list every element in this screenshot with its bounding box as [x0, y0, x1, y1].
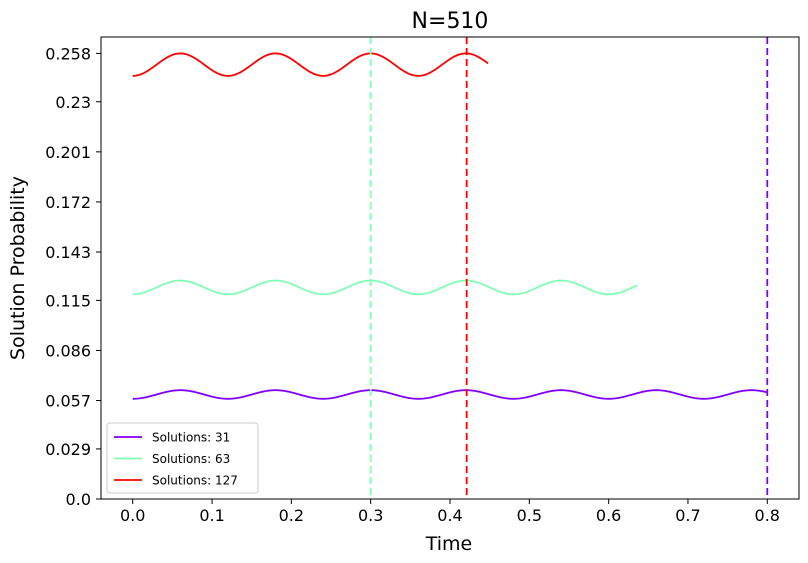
x-axis-title: Time [425, 533, 473, 555]
y-tick-label: 0.0 [66, 490, 91, 509]
x-tick-label: 0.4 [437, 506, 462, 525]
x-tick-label: 0.1 [199, 506, 224, 525]
legend-label: Solutions: 31 [152, 431, 230, 445]
vline-layer [369, 37, 769, 499]
series-line-1 [132, 389, 768, 400]
legend-label: Solutions: 63 [152, 452, 230, 466]
x-axis-ticks: 0.0 0.1 0.2 0.3 0.4 0.5 0.6 0.7 0.8 [120, 499, 780, 525]
plot-area [101, 37, 799, 499]
x-tick-label: 0.3 [358, 506, 383, 525]
x-tick-label: 0.8 [755, 506, 780, 525]
y-tick-label: 0.172 [45, 193, 91, 212]
y-tick-label: 0.23 [55, 93, 91, 112]
y-tick-label: 0.115 [45, 291, 91, 310]
y-tick-label: 0.086 [45, 341, 91, 360]
series-line-2 [132, 279, 638, 296]
y-tick-label: 0.143 [45, 243, 91, 262]
y-tick-label: 0.029 [45, 440, 91, 459]
x-tick-label: 0.0 [120, 506, 145, 525]
x-tick-label: 0.2 [279, 506, 304, 525]
legend-box [106, 422, 259, 494]
legend-label: Solutions: 127 [152, 474, 238, 488]
x-tick-label: 0.6 [596, 506, 621, 525]
legend: Solutions: 31 Solutions: 63 Solutions: 127 [106, 422, 259, 494]
series-line-3 [132, 52, 489, 77]
y-axis-ticks: 0.0 0.029 0.057 0.086 0.115 0.143 0.172 0.201 0.… [45, 44, 101, 509]
y-tick-label: 0.258 [45, 44, 91, 63]
y-tick-label: 0.057 [45, 392, 91, 411]
y-tick-label: 0.201 [45, 143, 91, 162]
x-tick-label: 0.7 [675, 506, 700, 525]
y-axis-title: Solution Probability [7, 176, 29, 360]
x-tick-label: 0.5 [517, 506, 542, 525]
chart-title: N=510 [412, 9, 489, 34]
series-layer [132, 52, 768, 400]
